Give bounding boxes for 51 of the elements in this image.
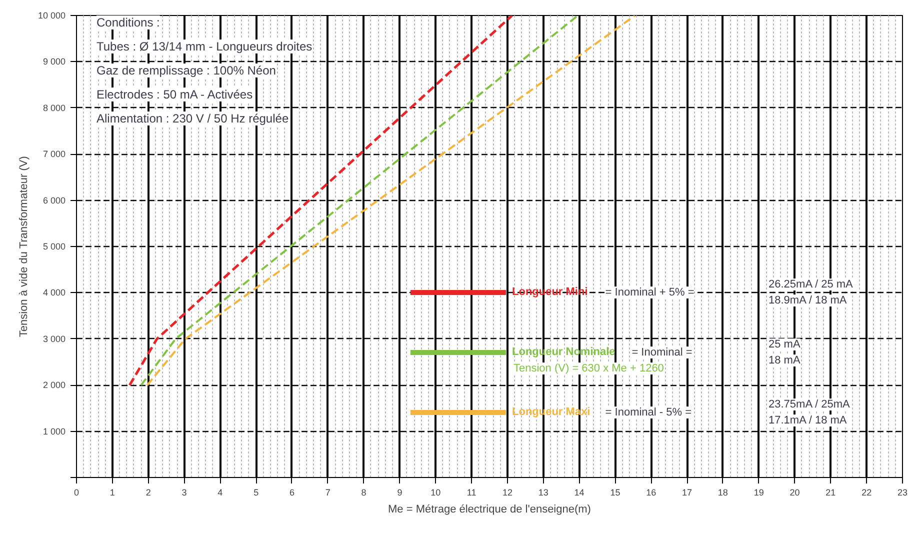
- x-tick-label: 21: [826, 488, 836, 498]
- annotation: Conditions :: [96, 16, 160, 30]
- annotation: = Inominal - 5% =: [605, 406, 692, 418]
- y-tick-label: 8 000: [42, 102, 66, 113]
- x-tick-label: 14: [574, 488, 584, 498]
- y-tick-label: 2 000: [42, 380, 66, 390]
- x-tick-label: 11: [466, 488, 476, 498]
- x-tick-label: 22: [862, 488, 872, 498]
- annotation: 25 mA: [768, 338, 801, 350]
- annotation: Alimentation : 230 V / 50 Hz régulée: [96, 112, 289, 126]
- x-tick-label: 18: [718, 488, 728, 498]
- x-axis-title: Me = Métrage électrique de l'enseigne(m): [388, 504, 591, 516]
- x-tick-label: 8: [361, 488, 366, 498]
- x-tick-label: 12: [502, 488, 512, 498]
- x-tick-label: 1: [110, 488, 115, 498]
- x-tick-label: 0: [74, 488, 80, 498]
- annotation: 23.75mA / 25mA: [768, 398, 850, 410]
- x-tick-label: 19: [754, 488, 764, 498]
- x-tick-label: 6: [289, 488, 294, 498]
- annotation: Electrodes : 50 mA - Activées: [96, 88, 253, 102]
- annotation: 18.9mA / 18 mA: [768, 294, 848, 306]
- x-tick-label: 15: [610, 488, 620, 498]
- annotation: Tubes : Ø 13/14 mm - Longueurs droites: [96, 40, 312, 54]
- y-tick-label: 5 000: [42, 242, 66, 252]
- annotation: = Inominal + 5% =: [605, 286, 694, 298]
- annotation: 18 mA: [768, 354, 801, 366]
- x-tick-label: 20: [790, 488, 800, 498]
- x-tick-label: 3: [182, 488, 187, 498]
- x-tick-label: 10: [430, 488, 441, 498]
- x-tick-label: 23: [897, 488, 908, 498]
- y-tick-label: 1 000: [42, 426, 66, 436]
- y-tick-label: 6 000: [42, 195, 66, 206]
- x-tick-label: 7: [325, 488, 330, 498]
- y-tick-label: 4 000: [42, 288, 66, 298]
- x-tick-label: 5: [254, 488, 259, 498]
- annotation: Tension (V) = 630 x Me + 1260: [514, 362, 664, 374]
- y-tick-label: 3 000: [42, 334, 66, 344]
- x-tick-label: 16: [646, 488, 656, 498]
- annotation: 17.1mA / 18 mA: [768, 414, 848, 426]
- x-tick-label: 17: [682, 488, 692, 498]
- x-tick-label: 9: [397, 488, 402, 498]
- x-tick-label: 2: [146, 488, 151, 498]
- x-tick-label: 13: [538, 488, 548, 498]
- y-tick-label: 9 000: [42, 56, 66, 67]
- annotation: 26.25mA / 25 mA: [768, 278, 854, 290]
- annotation: Gaz de remplissage : 100% Néon: [96, 64, 276, 78]
- annotation: = Inominal =: [632, 346, 692, 358]
- y-axis-title: Tension à vide du Transformateur (V): [18, 156, 30, 338]
- y-tick-label: 7 000: [42, 149, 66, 160]
- y-tick-label: 10 000: [38, 10, 66, 20]
- x-tick-label: 4: [218, 488, 223, 498]
